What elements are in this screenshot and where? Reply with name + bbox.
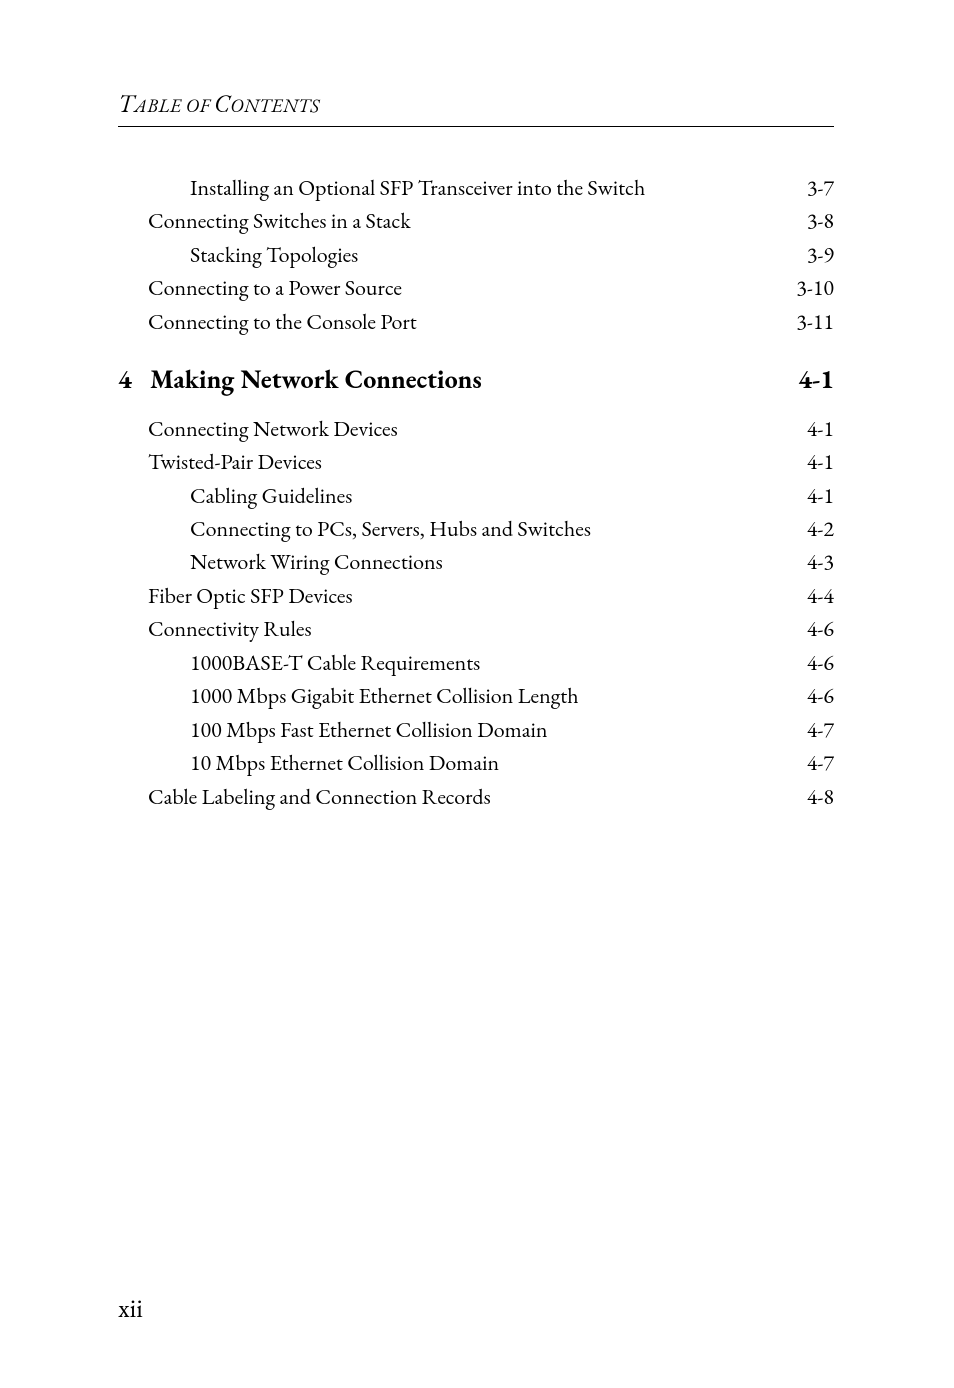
chapter-title: Making Network Connections [150,360,482,400]
toc-entry: Cable Labeling and Connection Records 4-… [118,780,834,813]
toc-page: 4-6 [807,612,834,645]
running-head-cap1: T [118,88,134,120]
running-head: TABLE OF CONTENTS [118,88,834,120]
toc-label: Connecting to PCs, Servers, Hubs and Swi… [190,512,591,545]
toc-chapter: 4 Making Network Connections 4-1 [118,360,834,400]
toc-page: 4-1 [807,479,834,512]
toc-entry: 1000BASE-T Cable Requirements 4-6 [118,646,834,679]
toc-label: 1000 Mbps Gigabit Ethernet Collision Len… [190,679,579,712]
toc-entry: Connecting to the Console Port 3-11 [118,305,834,338]
toc-label: Connecting Switches in a Stack [148,204,411,237]
toc-entry: Installing an Optional SFP Transceiver i… [118,171,834,204]
toc-page: 4-1 [807,412,834,445]
toc-label: 100 Mbps Fast Ethernet Collision Domain [190,713,548,746]
toc-entry: 100 Mbps Fast Ethernet Collision Domain … [118,713,834,746]
running-head-mid: OF [181,93,213,118]
toc-label: Network Wiring Connections [190,545,443,578]
toc-entry: Connectivity Rules 4-6 [118,612,834,645]
chapter-number: 4 [118,360,150,400]
toc-page: 4-2 [807,512,834,545]
toc-page: 3-10 [796,271,834,304]
toc-page: 4-3 [807,545,834,578]
toc-page: 4-8 [807,780,834,813]
toc-entry: 10 Mbps Ethernet Collision Domain 4-7 [118,746,834,779]
toc-label: Connecting to the Console Port [148,305,417,338]
toc-entry: Connecting to a Power Source 3-10 [118,271,834,304]
toc-label: Cable Labeling and Connection Records [148,780,491,813]
toc-page: 3-7 [807,171,834,204]
toc-entry: Connecting Network Devices 4-1 [118,412,834,445]
toc-entry: Stacking Topologies 3-9 [118,238,834,271]
toc-page: 4-7 [807,746,834,779]
toc-label: Connecting to a Power Source [148,271,402,304]
toc-page: 3-8 [807,204,834,237]
toc-entry: Network Wiring Connections 4-3 [118,545,834,578]
toc-block: Installing an Optional SFP Transceiver i… [118,171,834,813]
page-folio: xii [118,1291,143,1326]
page: TABLE OF CONTENTS Installing an Optional… [0,0,954,1388]
toc-page: 4-1 [807,445,834,478]
toc-entry: Connecting to PCs, Servers, Hubs and Swi… [118,512,834,545]
toc-page: 3-9 [807,238,834,271]
running-head-low1: ABLE [134,93,181,118]
chapter-page: 4-1 [798,360,834,400]
header-rule [118,126,834,127]
toc-page: 3-11 [796,305,834,338]
toc-page: 4-4 [807,579,834,612]
toc-label: Installing an Optional SFP Transceiver i… [190,171,645,204]
toc-label: Stacking Topologies [190,238,358,271]
toc-entry: Twisted-Pair Devices 4-1 [118,445,834,478]
toc-page: 4-6 [807,646,834,679]
toc-label: 1000BASE-T Cable Requirements [190,646,480,679]
toc-label: Twisted-Pair Devices [148,445,322,478]
toc-entry: Cabling Guidelines 4-1 [118,479,834,512]
running-head-cap2: C [214,88,230,120]
toc-page: 4-6 [807,679,834,712]
running-head-low2: ONTENTS [230,93,319,118]
toc-label: Connecting Network Devices [148,412,398,445]
toc-entry: Fiber Optic SFP Devices 4-4 [118,579,834,612]
toc-label: 10 Mbps Ethernet Collision Domain [190,746,499,779]
toc-entry: 1000 Mbps Gigabit Ethernet Collision Len… [118,679,834,712]
toc-page: 4-7 [807,713,834,746]
toc-entry: Connecting Switches in a Stack 3-8 [118,204,834,237]
toc-label: Connectivity Rules [148,612,312,645]
toc-label: Cabling Guidelines [190,479,352,512]
toc-label: Fiber Optic SFP Devices [148,579,353,612]
